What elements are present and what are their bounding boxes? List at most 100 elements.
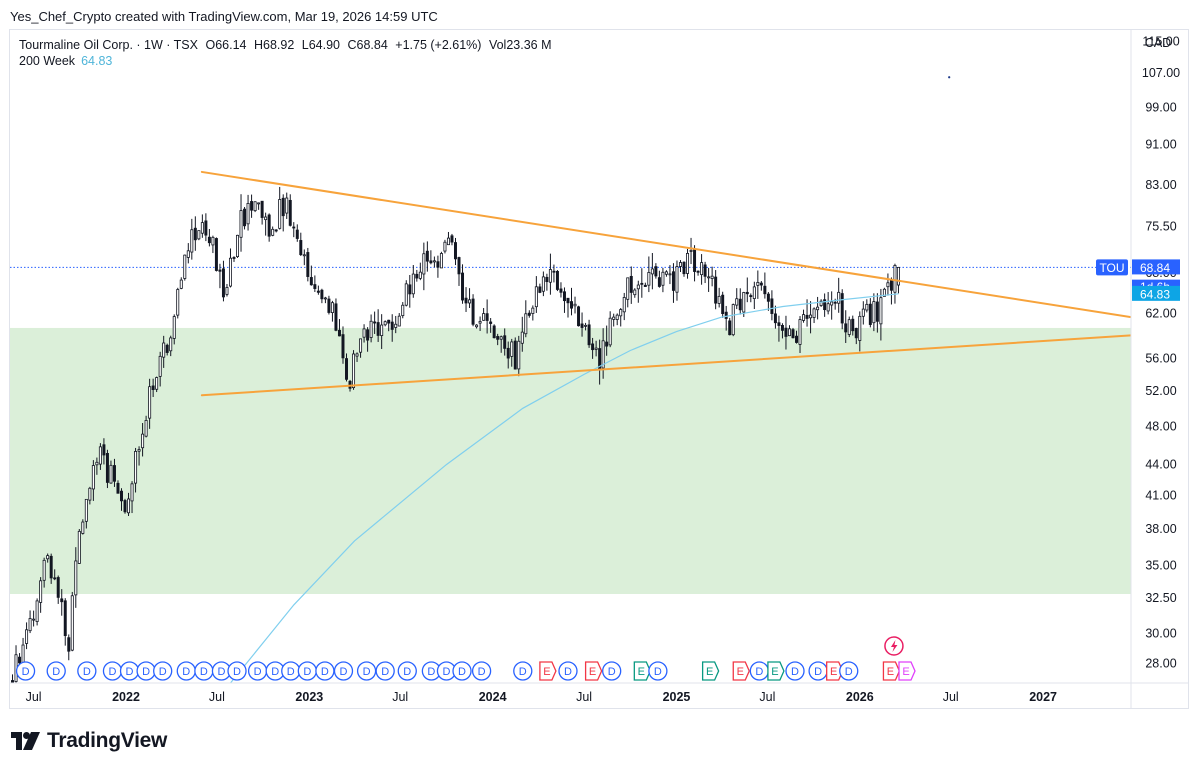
dividend-marker-circle xyxy=(15,661,36,681)
currency-label[interactable]: CAD xyxy=(1144,36,1172,50)
time-axis[interactable]: Jul 2022 Jul 2023 Jul 2024 Jul 2025 Jul 2026 Jul 20… xyxy=(10,682,1189,704)
flash-icon[interactable] xyxy=(884,636,904,656)
candle-body-199 xyxy=(710,275,714,279)
candle-body-11 xyxy=(49,555,53,579)
dividend-marker[interactable]: D xyxy=(153,661,173,681)
candle-body-53 xyxy=(197,230,201,240)
earnings-marker[interactable]: E xyxy=(584,661,603,681)
earnings-marker[interactable]: E xyxy=(701,661,720,681)
candle-body-245 xyxy=(872,301,876,324)
dividend-marker-label: D xyxy=(182,666,190,678)
x-tick-label: 2024 xyxy=(479,690,507,704)
candle-body-73 xyxy=(267,214,271,237)
dividend-marker[interactable]: D xyxy=(356,661,377,681)
candle-body-76 xyxy=(278,199,282,229)
dividend-marker[interactable]: D xyxy=(315,661,335,681)
earnings-marker[interactable]: E xyxy=(898,661,916,681)
dividend-marker[interactable]: D xyxy=(397,661,417,681)
dividend-marker[interactable]: D xyxy=(375,661,395,681)
candle-body-212 xyxy=(756,282,760,286)
candle-body-194 xyxy=(693,249,697,272)
dividend-marker-label: D xyxy=(755,666,763,678)
candle-body-162 xyxy=(580,323,584,328)
candle-body-191 xyxy=(682,261,686,275)
x-tick-label: Jul xyxy=(26,690,42,704)
dividend-marker[interactable]: D xyxy=(513,661,533,681)
dividend-marker[interactable]: D xyxy=(247,661,268,681)
dividend-marker[interactable]: D xyxy=(452,661,472,681)
candle-body-97 xyxy=(352,353,356,389)
candle-body-67 xyxy=(246,203,250,225)
dividend-marker[interactable]: D xyxy=(227,661,247,681)
upper-trendline[interactable] xyxy=(200,170,1131,319)
dividend-marker[interactable]: D xyxy=(602,661,622,681)
dividend-marker[interactable]: D xyxy=(176,661,196,681)
candle-body-0 xyxy=(11,680,15,683)
candle-body-33 xyxy=(127,498,131,514)
candle-body-102 xyxy=(369,320,373,338)
dividend-marker[interactable]: D xyxy=(281,661,301,681)
candle-body-48 xyxy=(179,279,183,289)
dividend-marker[interactable]: D xyxy=(77,661,97,681)
dividend-marker[interactable]: D xyxy=(15,661,36,681)
dividend-marker[interactable]: D xyxy=(333,661,354,681)
dividend-marker[interactable]: D xyxy=(102,661,123,681)
flash-icon-bolt xyxy=(890,640,898,652)
ma-value-label-bg xyxy=(1132,285,1180,301)
candle-body-247 xyxy=(879,297,883,325)
dividend-marker[interactable]: D xyxy=(136,661,156,681)
candle-body-124 xyxy=(446,237,450,246)
dividend-marker[interactable]: D xyxy=(119,661,140,681)
dividend-marker[interactable]: D xyxy=(194,661,214,681)
earnings-marker[interactable]: E xyxy=(539,661,557,681)
dividend-marker[interactable]: D xyxy=(421,661,442,681)
candle-body-182 xyxy=(650,268,654,275)
candle-body-174 xyxy=(622,297,626,313)
price-axis[interactable]: 115.00107.0099.0091.0083.0075.5068.0062.… xyxy=(1096,30,1180,709)
dividend-marker-label: D xyxy=(608,666,616,678)
candle-body-122 xyxy=(439,253,443,269)
candle-body-117 xyxy=(422,253,426,275)
earnings-marker[interactable]: E xyxy=(732,661,750,681)
candle-body-10 xyxy=(46,555,50,560)
candle-body-69 xyxy=(253,201,257,212)
dividend-marker-label: D xyxy=(442,666,450,678)
candle-body-185 xyxy=(661,271,665,286)
candle-body-240 xyxy=(854,327,858,339)
candle-body-43 xyxy=(162,342,166,358)
dividend-marker[interactable]: D xyxy=(558,661,578,681)
candle-body-233 xyxy=(830,301,834,306)
chart-frame[interactable] xyxy=(9,29,1189,709)
earnings-marker[interactable]: E xyxy=(882,661,901,681)
dividend-marker[interactable]: D xyxy=(648,661,668,681)
candle-body-165 xyxy=(591,343,595,351)
candle-body-104 xyxy=(376,322,380,336)
earnings-marker-shape xyxy=(539,661,557,681)
dividend-marker[interactable]: D xyxy=(749,661,769,681)
candle-body-113 xyxy=(408,284,412,295)
dividend-marker[interactable]: D xyxy=(46,661,66,681)
dividend-marker[interactable]: D xyxy=(808,661,828,681)
dividend-marker-label: D xyxy=(233,666,241,678)
candle-body-116 xyxy=(418,271,422,279)
candle-body-28 xyxy=(109,464,113,484)
candle-body-148 xyxy=(531,307,535,314)
earnings-marker[interactable]: E xyxy=(767,661,785,681)
earnings-marker[interactable]: E xyxy=(633,661,652,681)
x-tick-label: Jul xyxy=(392,690,408,704)
dividend-marker[interactable]: D xyxy=(839,661,859,681)
dividend-marker-label: D xyxy=(22,666,30,678)
candle-body-78 xyxy=(285,197,289,214)
dividend-marker[interactable]: D xyxy=(471,661,492,681)
dividend-marker[interactable]: D xyxy=(297,661,317,681)
x-tick-label: 2026 xyxy=(846,690,874,704)
candle-body-131 xyxy=(471,298,475,325)
lower-trendline[interactable] xyxy=(200,334,1131,397)
legend-symbol[interactable]: Tourmaline Oil Corp. · 1W · TSX xyxy=(19,38,198,52)
dividend-marker[interactable]: D xyxy=(785,661,805,681)
candle-body-151 xyxy=(541,276,545,292)
legend-ma-label[interactable]: 200 Week xyxy=(19,54,76,68)
